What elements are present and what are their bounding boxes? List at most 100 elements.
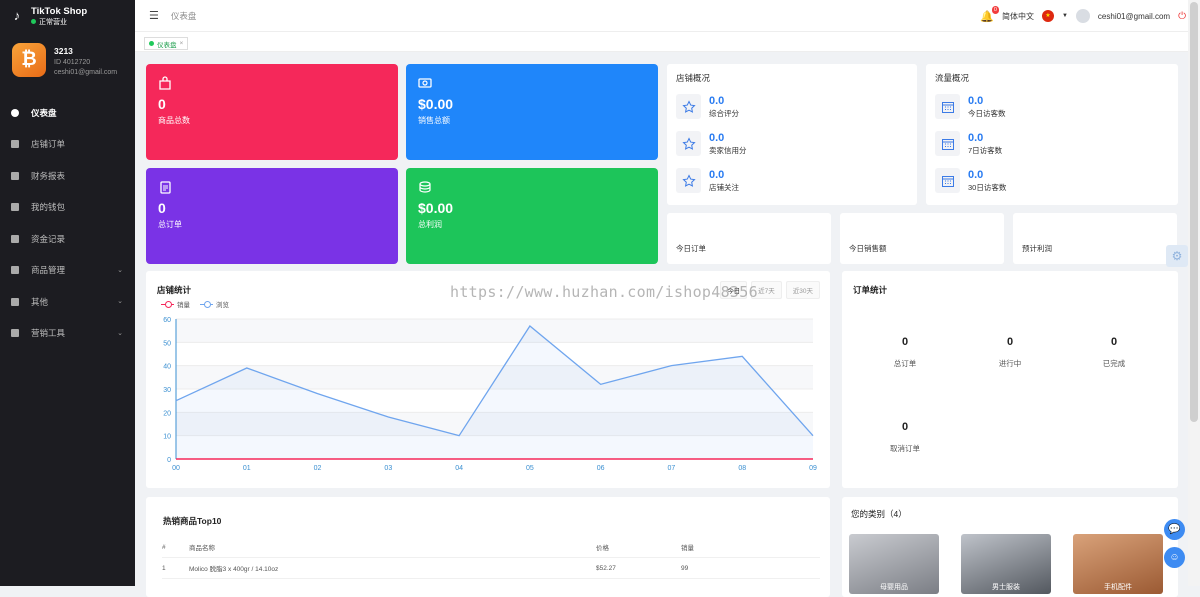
order-stat-value: 0 [1110,336,1118,348]
tag-label: 仪表盘 [157,41,177,49]
status-dot-icon [31,19,36,24]
wallet-icon [11,203,19,212]
y-tick-label: 60 [163,317,171,324]
overview-label: 卖家信用分 [709,145,747,155]
order-stat-label: 进行中 [998,359,1022,368]
sidebar-item-products[interactable]: 商品管理 ⌄ [0,255,135,287]
x-tick-label: 00 [172,465,180,472]
order-stat-cancelled: 0 取消订单 [860,421,950,454]
star-icon [676,168,701,193]
sidebar-menu: 仪表盘 店铺订单 财务报表 我的钱包 资金记录 商品管理 ⌄ 其他 ⌄ 营销工具 ⌄ [0,97,135,349]
category-tile[interactable]: 手机配件 [1073,534,1163,594]
clipboard-icon [160,181,171,194]
hot-products-card: 热销商品Top10 # 商品名称 价格 销量 1 Molico 脱脂3 x 40… [146,497,830,597]
overview-label: 今日访客数 [968,108,1006,118]
tags-bar: 仪表盘 × [135,32,1200,52]
sidebar-item-funds[interactable]: 资金记录 [0,223,135,255]
scrollbar[interactable] [1188,0,1200,586]
order-stat-completed: 0 已完成 [1069,336,1159,369]
report-icon [11,171,19,180]
stat-value: $0.00 [418,200,454,216]
tag-dashboard[interactable]: 仪表盘 × [144,37,189,50]
category-label: 男士服装 [992,584,1020,591]
gear-icon[interactable]: ⚙ [1166,245,1188,267]
card-title: 订单统计 [853,285,888,295]
sidebar-item-label: 其他 [31,296,49,307]
shop-stats-card: 店铺统计 今日 近7天 近30天 销量 浏览 0 10 20 30 40 50 60 00 01… [146,271,830,488]
overview-row: 0.0 7日访客数 [935,131,1002,156]
series-area-views [176,326,813,459]
grid-band [176,365,813,389]
y-tick-label: 0 [167,457,171,464]
user-avatar[interactable] [1075,9,1090,23]
close-icon[interactable]: × [179,40,184,47]
shop-overview-card: 店铺概况 0.0 综合评分 0.0 卖家信用分 0.0 店铺关注 [667,64,917,205]
user-profile[interactable]: ₿ 3213 ID 4012720 ceshi01@gmail.com [0,32,135,92]
calendar-icon [935,168,960,193]
language-selector[interactable]: 简体中文 [1001,11,1034,21]
china-flag-icon[interactable]: ★ [1041,10,1054,22]
shop-status: 正常营业 [31,17,87,27]
expected-profit-card: 预计利润 [1013,213,1177,264]
stat-card-profit: $0.00 总利润 [406,168,658,264]
chevron-down-icon[interactable]: ▼ [1061,13,1068,19]
x-tick-label: 08 [738,465,746,472]
sidebar-item-label: 营销工具 [31,328,66,339]
stat-card-sales: $0.00 销售总额 [406,64,658,160]
card-title: 热销商品Top10 [163,516,222,526]
card-title: 店铺概况 [676,73,711,83]
sidebar-item-wallet[interactable]: 我的钱包 [0,192,135,224]
star-icon [676,94,701,119]
sidebar-item-marketing[interactable]: 营销工具 ⌄ [0,318,135,350]
sidebar-item-other[interactable]: 其他 ⌄ [0,286,135,318]
card-label: 预计利润 [1022,244,1052,253]
sidebar-item-finance[interactable]: 财务报表 [0,160,135,192]
overview-value: 0.0 [709,168,725,181]
traffic-overview-card: 流量概况 0.0 今日访客数 0.0 7日访客数 0.0 30日访客数 [926,64,1178,205]
chat-bubble-icon[interactable]: 💬 [1164,519,1185,540]
card-title: 店铺统计 [157,285,192,295]
logout-icon[interactable]: ⏻ [1178,10,1186,22]
legend-item-sales[interactable]: 销量 [161,299,190,309]
x-tick-label: 05 [526,465,534,472]
scrollbar-thumb[interactable] [1190,2,1198,422]
card-label: 今日订单 [676,244,706,253]
y-tick-label: 30 [163,387,171,394]
table-row[interactable]: 1 Molico 脱脂3 x 400gr / 14.10oz $52.27 99 [162,557,820,579]
y-tick-label: 20 [163,410,171,417]
category-label: 手机配件 [1104,584,1132,591]
bell-icon[interactable]: 🔔 0 [980,5,999,23]
category-tile[interactable]: 母婴用品 [849,534,939,594]
today-sales-card: 今日销售额 [840,213,1004,264]
chevron-down-icon: ⌄ [117,298,123,305]
overview-label: 综合评分 [709,108,739,118]
overview-row: 0.0 今日访客数 [935,94,1006,119]
funds-icon [11,234,19,243]
x-tick-label: 06 [597,465,605,472]
tab-7-days[interactable]: 近7天 [751,281,782,299]
shop-status-text: 正常营业 [39,18,67,26]
stat-label: 商品总数 [158,116,190,125]
tab-30-days[interactable]: 近30天 [785,281,820,299]
legend-item-views[interactable]: 浏览 [200,299,229,309]
chart-bar-icon [11,329,19,338]
grid-band [176,319,813,343]
overview-value: 0.0 [709,94,725,107]
breadcrumb[interactable]: 仪表盘 [170,10,197,21]
star-icon [676,131,701,156]
notification-badge: 0 [991,5,999,14]
user-email-top[interactable]: ceshi01@gmail.com [1097,11,1171,21]
x-tick-label: 09 [809,465,817,472]
table-header: 商品名称 [189,537,596,558]
avatar: ₿ [12,43,46,77]
card-title: 流量概况 [935,73,970,83]
sidebar-item-dashboard[interactable]: 仪表盘 [0,97,135,129]
stat-card-orders: 0 总订单 [146,168,398,264]
support-agent-icon[interactable]: ☺ [1164,547,1185,568]
sidebar-item-orders[interactable]: 店铺订单 [0,129,135,161]
menu-toggle-icon[interactable]: ☰ [149,10,159,22]
tab-today[interactable]: 今日 [720,281,748,299]
card-label: 今日销售额 [849,244,887,253]
category-tile[interactable]: 男士服装 [961,534,1051,594]
order-stat-label: 总订单 [893,359,917,368]
